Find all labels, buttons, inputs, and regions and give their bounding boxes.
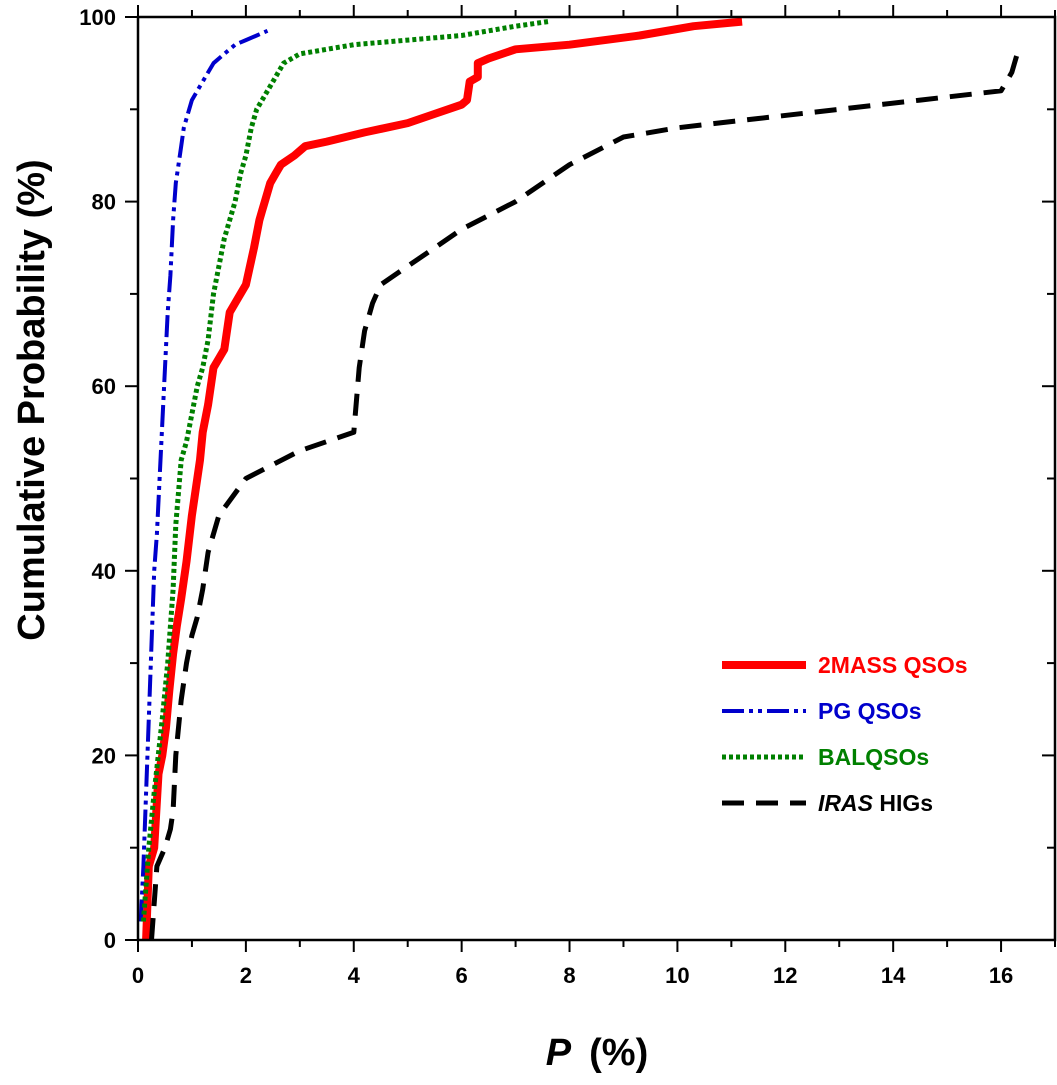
legend-label-text: PG QSOs (818, 698, 922, 724)
legend-item-bal: BALQSOs (722, 744, 929, 770)
plot-background (138, 17, 1055, 940)
x-tick-label: 4 (348, 963, 361, 988)
legend-label-italic: IRAS (818, 790, 874, 816)
x-axis-unit: (%) (589, 1032, 648, 1074)
legend-item-iras: IRAS HIGs (722, 790, 933, 816)
series-line-2mass (142, 17, 743, 941)
y-tick-label: 20 (92, 743, 116, 768)
x-axis-label: P (%) (546, 1032, 648, 1074)
x-tick-label: 10 (665, 963, 689, 988)
y-tick-label: 40 (92, 559, 116, 584)
x-tick-label: 8 (563, 963, 575, 988)
y-axis-label: Cumulative Probability (%) (11, 159, 53, 640)
x-axis-symbol: P (546, 1032, 572, 1074)
legend-label-pg: PG QSOs (818, 698, 922, 724)
y-tick-label: 60 (92, 374, 116, 399)
x-tick-label: 12 (773, 963, 797, 988)
legend: 2MASS QSOs PG QSOs BALQSOs IRAS HIGs (722, 652, 968, 816)
x-tick-label: 16 (989, 963, 1013, 988)
y-tick-label: 0 (104, 928, 116, 953)
legend-label-iras: IRAS HIGs (818, 790, 933, 816)
legend-label-2mass: 2MASS QSOs (818, 652, 968, 678)
ticks-layer: 0 2 4 6 8 10 12 14 16 0 20 40 60 80 100 (79, 5, 1056, 988)
x-tick-label: 2 (240, 963, 252, 988)
y-tick-label: 100 (79, 5, 116, 30)
legend-label-text: BALQSOs (818, 744, 929, 770)
legend-label-bal: BALQSOs (818, 744, 929, 770)
x-tick-label: 14 (881, 963, 906, 988)
x-tick-label: 6 (456, 963, 468, 988)
plot-area (138, 17, 1055, 940)
legend-label-text: 2MASS QSOs (818, 652, 968, 678)
y-tick-label: 80 (92, 190, 116, 215)
series-line-bal (140, 19, 549, 922)
legend-label-text: HIGs (873, 790, 933, 816)
x-tick-label: 0 (132, 963, 144, 988)
legend-item-pg: PG QSOs (722, 698, 922, 724)
legend-item-2mass: 2MASS QSOs (722, 652, 968, 678)
series-line-iras (149, 53, 1020, 941)
series-layer (138, 17, 1020, 941)
series-line-pg (138, 28, 269, 922)
